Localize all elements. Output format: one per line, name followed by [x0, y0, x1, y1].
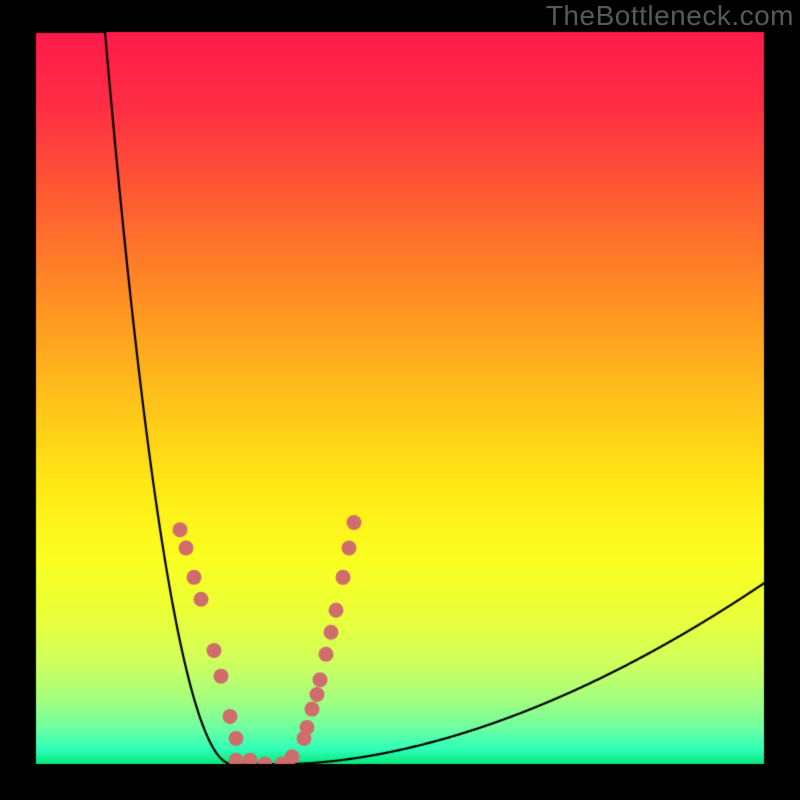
- chart-canvas: [0, 0, 800, 800]
- chart-stage: TheBottleneck.com: [0, 0, 800, 800]
- watermark-text: TheBottleneck.com: [546, 0, 794, 32]
